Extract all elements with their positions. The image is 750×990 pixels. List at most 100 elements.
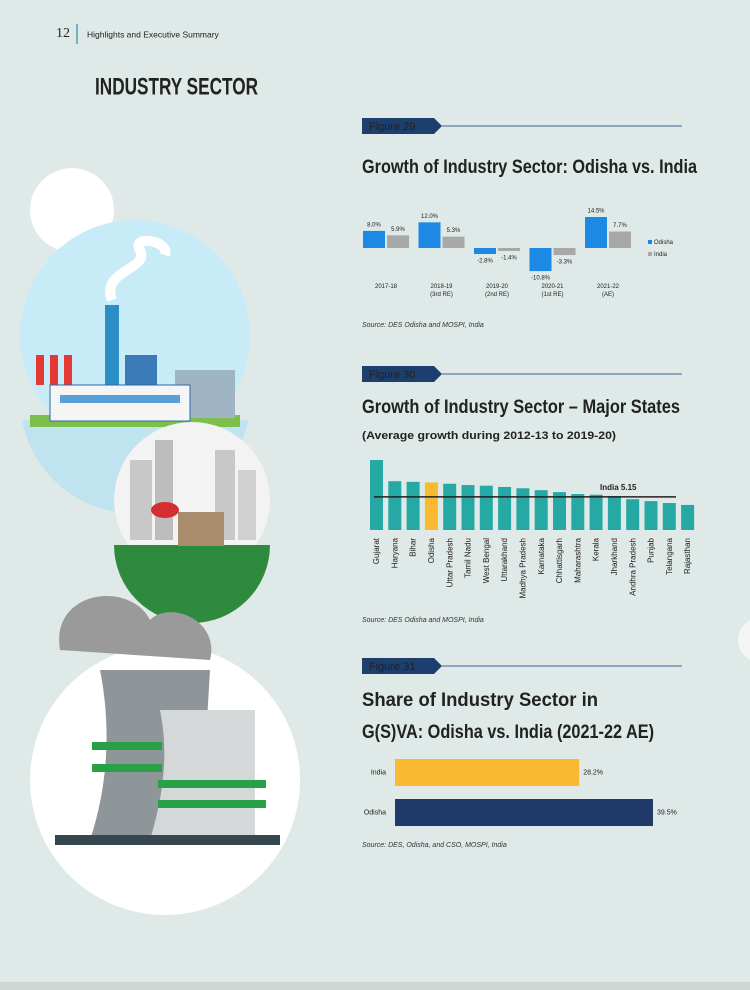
bar xyxy=(370,460,383,530)
x-tick-label: Chhattisgarh xyxy=(555,538,564,583)
x-tick-label: Kerala xyxy=(592,537,601,561)
bar xyxy=(474,248,496,254)
illustrations xyxy=(20,168,300,915)
bar xyxy=(395,799,653,826)
source: Source: DES Odisha and MOSPI, India xyxy=(362,617,484,624)
value-label: -2.8% xyxy=(477,259,493,265)
bar xyxy=(498,486,512,530)
bar xyxy=(681,504,695,530)
x-tick-label: 2020-21 (1st RE) xyxy=(541,284,564,298)
cloud xyxy=(59,596,212,660)
reference-label: India 5.15 xyxy=(600,483,637,492)
x-tick-label-box: 2018-19 (3rd RE) xyxy=(430,284,453,298)
bar xyxy=(571,494,585,530)
value-label: 12.0% xyxy=(421,214,439,220)
x-tick-label: Uttarakhand xyxy=(500,538,509,582)
chimney xyxy=(64,355,72,385)
legend-label: Odisha xyxy=(654,240,674,246)
tower xyxy=(105,305,119,385)
legend-swatch xyxy=(648,240,652,244)
value-label: 28.2% xyxy=(583,769,603,776)
x-tick-label: Madhya Pradesh xyxy=(519,538,528,598)
value-label: 39.5% xyxy=(657,809,677,816)
windows xyxy=(60,395,180,403)
x-tick-label: 2021-22 (AE) xyxy=(596,284,620,298)
source: Source: DES Odisha and MOSPI, India xyxy=(362,322,484,329)
stripe xyxy=(92,764,162,772)
source: Source: DES, Odisha, and CSO, MOSPI, Ind… xyxy=(362,842,507,849)
value-label: 5.3% xyxy=(447,228,461,234)
bar xyxy=(406,481,420,530)
header-section: Highlights and Executive Summary xyxy=(87,29,220,39)
legend-swatch xyxy=(648,252,652,256)
bar xyxy=(388,481,402,530)
bar xyxy=(516,488,530,530)
bar xyxy=(534,490,548,530)
skyline xyxy=(238,470,256,540)
x-tick-label: Maharashtra xyxy=(573,537,582,582)
chimney xyxy=(50,355,58,385)
value-label: 14.5% xyxy=(587,209,605,215)
value-label: -10.8% xyxy=(531,276,551,282)
x-tick-label-box: 2021-22 (AE) xyxy=(596,284,620,298)
bar xyxy=(387,235,409,248)
x-tick-label: 2019-20 (2nd RE) xyxy=(484,284,509,298)
x-tick-label: Bihar xyxy=(409,538,418,557)
chart-title: Growth of Industry Sector: Odisha vs. In… xyxy=(362,157,697,178)
chart-title: G(S)VA: Odisha vs. India (2021-22 AE) xyxy=(362,722,654,743)
bar xyxy=(461,485,475,530)
bar xyxy=(442,236,465,248)
chart-title: Growth of Industry Sector – Major States xyxy=(362,397,680,418)
x-tick-label: Gujarat xyxy=(372,537,381,564)
skyline xyxy=(155,440,173,540)
bar xyxy=(553,248,576,256)
bar xyxy=(644,501,658,530)
bar xyxy=(626,499,640,530)
bar xyxy=(662,503,676,530)
x-tick-label-box: 2017-18 xyxy=(374,284,398,290)
x-tick-label-box: 2020-21 (1st RE) xyxy=(541,284,564,298)
x-tick-label: 2018-19 (3rd RE) xyxy=(430,284,453,298)
y-tick-label: India xyxy=(371,769,386,776)
bar xyxy=(589,494,603,530)
smoke xyxy=(105,235,171,302)
x-tick-label: Rajasthan xyxy=(683,538,692,574)
figure-tag xyxy=(362,118,442,134)
x-tick-label-box: 2019-20 (2nd RE) xyxy=(484,284,509,298)
base xyxy=(55,835,280,845)
x-tick-label: Haryana xyxy=(390,537,399,568)
chart-title: Share of Industry Sector in xyxy=(362,690,598,711)
bar xyxy=(585,217,607,248)
stripe xyxy=(92,742,162,750)
value-label: 8.0% xyxy=(367,222,381,228)
dome xyxy=(151,502,179,518)
city-ground xyxy=(114,545,270,623)
bar xyxy=(479,485,493,530)
page-edge xyxy=(0,982,750,990)
figure-label: Figure 30 xyxy=(369,369,415,381)
plant xyxy=(178,512,224,546)
x-tick-label: Telangana xyxy=(665,537,674,574)
bar xyxy=(529,248,552,272)
x-tick-label: Karnataka xyxy=(537,537,546,574)
value-label: -3.3% xyxy=(557,260,573,266)
figure-label: Figure 29 xyxy=(369,121,415,133)
value-label: 7.7% xyxy=(613,223,627,229)
bar xyxy=(553,492,566,530)
bar xyxy=(609,231,631,248)
chimney xyxy=(36,355,44,385)
chart-subtitle: (Average growth during 2012-13 to 2019-2… xyxy=(362,430,616,442)
skyline xyxy=(130,460,152,540)
building xyxy=(125,355,157,385)
bar xyxy=(363,230,385,248)
legend-label: India xyxy=(654,252,668,258)
bar xyxy=(498,248,520,251)
value-label: 5.9% xyxy=(391,227,405,233)
x-tick-label: 2017-18 xyxy=(374,284,398,290)
cooling-tower xyxy=(150,710,255,840)
x-tick-label: Odisha xyxy=(427,537,436,563)
page-number: 12 xyxy=(56,26,70,41)
bar xyxy=(418,222,441,248)
bar xyxy=(395,759,580,786)
